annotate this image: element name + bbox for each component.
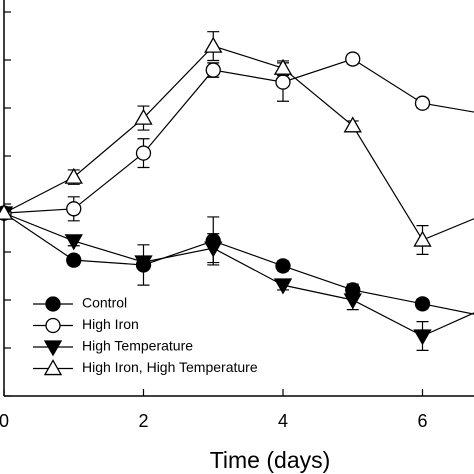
x-tick-label: 4	[278, 411, 288, 431]
marker	[64, 167, 83, 184]
line	[3, 45, 474, 241]
marker	[345, 51, 361, 67]
legend-label: High Iron, High Temperature	[82, 359, 258, 375]
marker	[414, 95, 431, 111]
legend-label: High Iron	[82, 316, 139, 332]
marker	[134, 255, 153, 272]
marker	[66, 201, 82, 217]
marker	[275, 74, 291, 90]
marker	[45, 296, 61, 312]
marker	[134, 108, 153, 125]
marker	[204, 241, 223, 258]
marker	[413, 230, 432, 247]
marker	[275, 258, 291, 274]
line	[3, 212, 474, 315]
x-axis-label: Time (days)	[210, 447, 331, 473]
marker	[43, 340, 63, 357]
series	[0, 51, 474, 222]
line	[3, 212, 474, 337]
marker	[43, 359, 63, 376]
line	[3, 58, 474, 214]
series	[0, 206, 474, 351]
marker	[45, 317, 61, 334]
marker	[414, 296, 431, 312]
marker	[66, 252, 82, 268]
legend-label: Control	[82, 295, 127, 311]
x-tick-label: 6	[417, 411, 427, 431]
marker	[273, 278, 293, 295]
marker	[0, 203, 14, 220]
legend: Control High Iron High Temperature High Iro…	[33, 295, 258, 376]
marker	[135, 145, 152, 161]
x-tick-label: 0	[0, 411, 9, 431]
marker	[413, 329, 432, 346]
marker	[64, 234, 83, 251]
marker	[205, 62, 221, 78]
marker	[204, 36, 223, 53]
x-tick-label: 2	[138, 411, 148, 431]
series	[0, 31, 474, 255]
marker	[273, 58, 293, 75]
legend-label: High Temperature	[82, 338, 193, 354]
marker	[343, 293, 362, 310]
marker	[343, 116, 362, 133]
series	[0, 205, 474, 315]
